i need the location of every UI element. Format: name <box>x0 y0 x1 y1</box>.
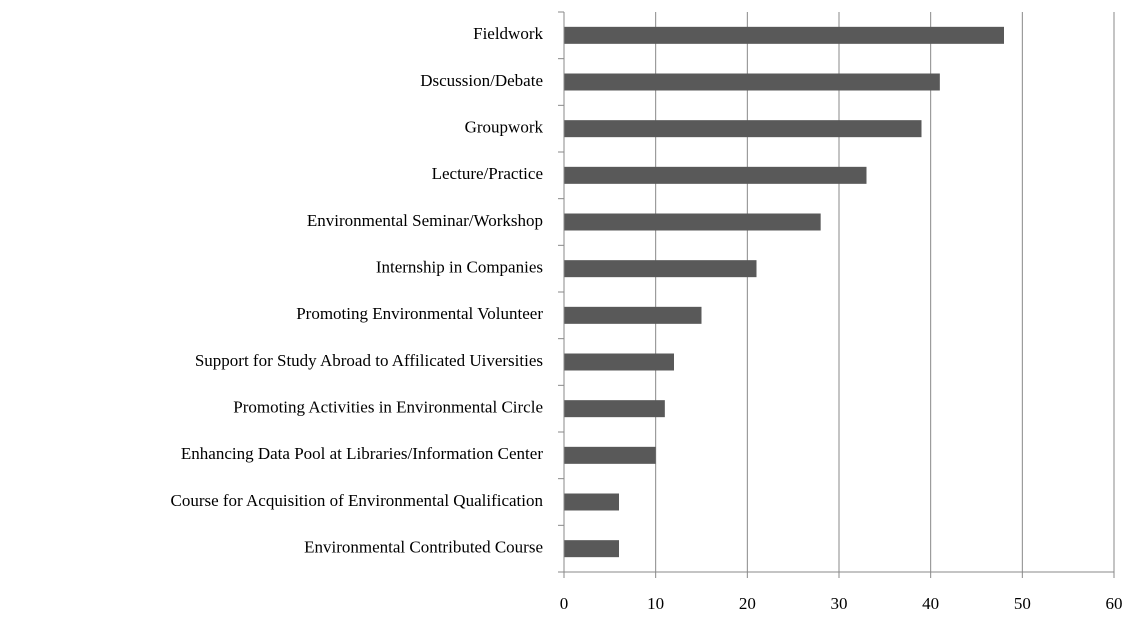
y-tick-label: Support for Study Abroad to Affilicated … <box>195 351 543 370</box>
bar <box>564 540 619 558</box>
y-tick-label: Fieldwork <box>473 24 543 43</box>
bar <box>564 73 940 91</box>
bar <box>564 213 821 231</box>
x-tick-label: 60 <box>1106 594 1123 613</box>
x-tick-label: 30 <box>831 594 848 613</box>
y-tick-label: Enhancing Data Pool at Libraries/Informa… <box>181 444 543 463</box>
y-tick-label: Promoting Environmental Volunteer <box>296 304 543 323</box>
x-tick-label: 0 <box>560 594 569 613</box>
y-tick-label: Lecture/Practice <box>432 164 543 183</box>
bar <box>564 120 922 138</box>
x-tick-label: 50 <box>1014 594 1031 613</box>
x-tick-label: 20 <box>739 594 756 613</box>
bar <box>564 493 619 511</box>
bar <box>564 353 674 371</box>
y-tick-label: Promoting Activities in Environmental Ci… <box>233 398 543 417</box>
y-tick-label: Internship in Companies <box>376 258 543 277</box>
bar <box>564 260 757 278</box>
bar <box>564 306 702 324</box>
bar <box>564 26 1004 44</box>
x-tick-label: 10 <box>647 594 664 613</box>
y-tick-label: Dscussion/Debate <box>420 71 543 90</box>
bar <box>564 400 665 418</box>
bar <box>564 166 867 184</box>
x-tick-label: 40 <box>922 594 939 613</box>
y-tick-label: Groupwork <box>465 118 544 137</box>
bar <box>564 446 656 464</box>
y-tick-label: Course for Acquisition of Environmental … <box>170 491 543 510</box>
y-tick-label: Environmental Contributed Course <box>304 538 543 557</box>
y-tick-label: Environmental Seminar/Workshop <box>307 211 543 230</box>
